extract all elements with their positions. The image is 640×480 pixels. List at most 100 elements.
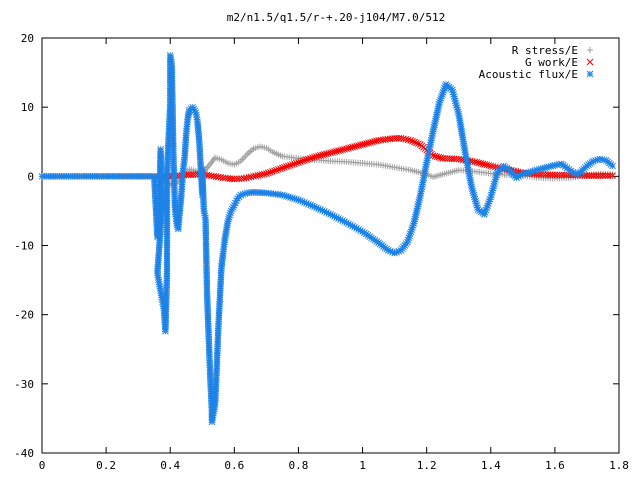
data-point <box>483 161 491 169</box>
data-point <box>414 140 422 148</box>
data-point <box>341 145 348 153</box>
data-point <box>349 143 356 151</box>
data-point <box>609 172 616 179</box>
x-tick-label: 0 <box>39 459 46 472</box>
x-tick-label: 1.6 <box>545 459 565 472</box>
legend-label: R stress/E <box>512 44 578 57</box>
y-tick-label: 20 <box>21 32 34 45</box>
data-point <box>353 142 360 150</box>
data-point <box>361 140 368 148</box>
data-point <box>433 153 441 161</box>
data-point <box>321 151 328 158</box>
y-tick-label: 0 <box>27 170 34 183</box>
x-tick-label: 1 <box>359 459 366 472</box>
data-point <box>317 152 324 159</box>
data-point <box>260 170 268 178</box>
data-point <box>293 159 300 167</box>
data-point <box>285 162 292 170</box>
data-point <box>471 158 479 166</box>
data-point <box>307 154 314 162</box>
y-tick-label: -20 <box>14 309 34 322</box>
data-point <box>311 153 318 161</box>
data-point <box>337 146 344 154</box>
legend-label: G work/E <box>525 56 578 69</box>
x-tick-label: 1.2 <box>417 459 437 472</box>
data-point <box>299 157 306 165</box>
data-point <box>263 170 270 177</box>
data-point <box>267 168 274 176</box>
data-point <box>329 212 336 219</box>
axes: 0 0.2 0.4 0.6 0.8 1 1.2 1.4 1.6 1.8 20 10 0 -10 -20 -30… <box>14 32 629 472</box>
chart-title: m2/n1.5/q1.5/r-+.20-j104/M7.0/512 <box>227 11 446 24</box>
data-point <box>475 159 483 167</box>
data-point <box>291 160 298 168</box>
data-point <box>305 155 312 163</box>
data-point <box>275 166 282 173</box>
data-point <box>329 148 336 156</box>
data-point <box>279 164 286 172</box>
data-point <box>479 160 487 168</box>
data-point <box>409 137 416 145</box>
data-point <box>357 141 364 149</box>
data-point <box>481 161 489 168</box>
data-point <box>347 144 354 151</box>
legend-marker <box>586 70 594 78</box>
data-point <box>273 166 280 174</box>
data-point <box>343 145 350 153</box>
data-point <box>345 144 352 152</box>
data-point <box>477 160 485 167</box>
data-point <box>265 169 272 177</box>
data-point <box>339 146 346 154</box>
data-point <box>351 143 358 150</box>
x-tick-label: 1.4 <box>481 459 501 472</box>
data-point <box>287 161 294 169</box>
y-tick-label: -40 <box>14 447 34 460</box>
data-point <box>269 168 276 175</box>
data-point <box>407 137 414 144</box>
x-tick-label: 0.8 <box>289 459 309 472</box>
data-point <box>411 138 418 146</box>
x-tick-label: 0.6 <box>224 459 244 472</box>
series-layer <box>38 51 616 426</box>
data-point <box>606 172 614 179</box>
x-tick-label: 1.8 <box>609 459 629 472</box>
data-point <box>359 141 366 148</box>
plot-frame <box>41 37 620 454</box>
data-point <box>365 139 372 147</box>
data-point <box>283 163 290 171</box>
data-point <box>609 162 616 170</box>
legend-marker <box>587 47 593 53</box>
y-tick-label: -30 <box>14 378 34 391</box>
data-point <box>371 138 378 145</box>
data-point <box>301 157 308 164</box>
data-point <box>313 153 320 160</box>
data-point <box>604 172 612 179</box>
data-point <box>271 167 278 175</box>
x-tick-label: 0.2 <box>96 459 116 472</box>
data-point <box>367 139 374 146</box>
data-point <box>327 149 334 157</box>
data-point <box>315 152 322 160</box>
data-point <box>281 163 288 171</box>
data-point <box>325 149 332 157</box>
y-tick-label: -10 <box>14 240 34 253</box>
y-tick-label: 10 <box>21 101 34 114</box>
data-point <box>473 158 481 166</box>
data-point <box>369 138 376 146</box>
data-point <box>355 142 362 149</box>
data-point <box>277 165 284 173</box>
data-point <box>413 139 420 147</box>
x-tick-label: 0.4 <box>160 459 180 472</box>
data-point <box>331 148 338 156</box>
data-point <box>333 147 340 155</box>
data-point <box>319 151 326 159</box>
data-point <box>599 172 607 179</box>
legend-marker <box>586 58 594 66</box>
data-point <box>309 154 316 162</box>
data-point <box>295 159 302 166</box>
data-point <box>289 161 296 168</box>
data-point <box>602 172 609 179</box>
data-point <box>303 156 310 164</box>
